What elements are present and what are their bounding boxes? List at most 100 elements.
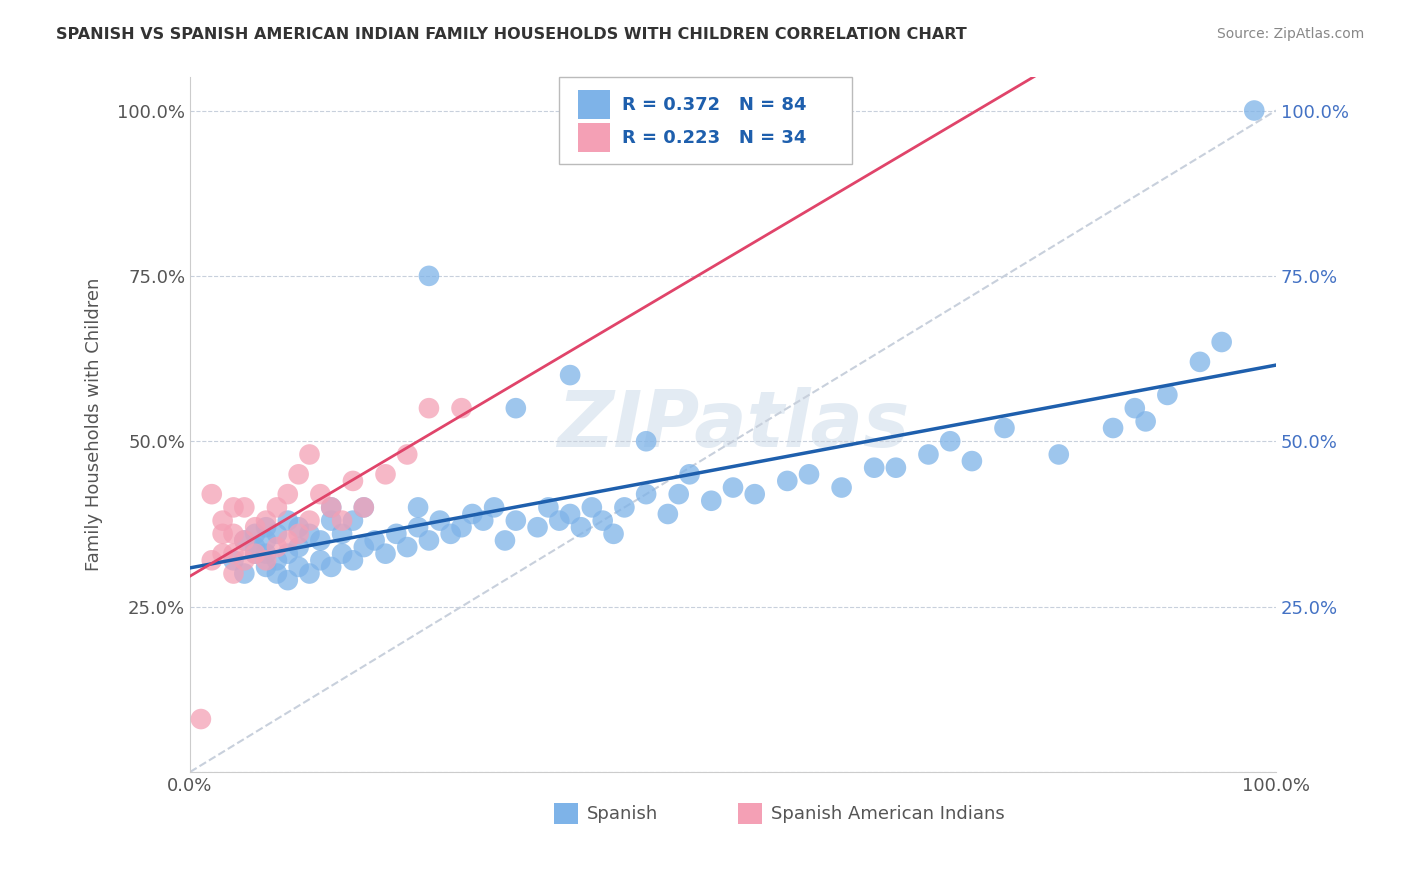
FancyBboxPatch shape: [554, 803, 578, 824]
Point: [374, 467, 396, 482]
Point: [254, 547, 277, 561]
Point: [233, 500, 256, 515]
Point: [321, 500, 343, 515]
Point: [558, 368, 581, 383]
Point: [287, 467, 309, 482]
Point: [548, 514, 571, 528]
Point: [537, 500, 560, 515]
Point: [1211, 334, 1233, 349]
Point: [396, 540, 419, 554]
Point: [277, 533, 299, 548]
Point: [254, 520, 277, 534]
Point: [211, 514, 233, 528]
Point: [374, 547, 396, 561]
Y-axis label: Family Households with Children: Family Households with Children: [86, 278, 103, 572]
Point: [190, 712, 212, 726]
Text: Source: ZipAtlas.com: Source: ZipAtlas.com: [1216, 27, 1364, 41]
Text: R = 0.223   N = 34: R = 0.223 N = 34: [623, 128, 807, 147]
Point: [797, 467, 820, 482]
Point: [211, 526, 233, 541]
Point: [277, 573, 299, 587]
Point: [254, 553, 277, 567]
Point: [287, 526, 309, 541]
Point: [558, 507, 581, 521]
Point: [657, 507, 679, 521]
Text: R = 0.372   N = 84: R = 0.372 N = 84: [623, 95, 807, 113]
FancyBboxPatch shape: [578, 90, 610, 120]
Point: [1102, 421, 1125, 435]
Point: [342, 474, 364, 488]
Point: [429, 514, 451, 528]
Point: [287, 560, 309, 574]
Point: [245, 547, 267, 561]
Point: [363, 533, 385, 548]
Point: [396, 447, 419, 461]
Point: [233, 566, 256, 581]
Point: [321, 514, 343, 528]
Point: [776, 474, 799, 488]
Point: [636, 434, 658, 449]
Point: [700, 493, 723, 508]
Point: [678, 467, 700, 482]
Point: [233, 553, 256, 567]
Point: [353, 540, 375, 554]
Point: [602, 526, 624, 541]
Point: [330, 526, 353, 541]
Point: [385, 526, 408, 541]
Point: [277, 487, 299, 501]
Point: [353, 500, 375, 515]
Point: [1156, 388, 1178, 402]
Point: [993, 421, 1015, 435]
Point: [254, 560, 277, 574]
Point: [1243, 103, 1265, 118]
Point: [233, 533, 256, 548]
Point: [418, 268, 440, 283]
Point: [298, 566, 321, 581]
Point: [309, 553, 332, 567]
Point: [636, 487, 658, 501]
Point: [222, 526, 245, 541]
Point: [222, 553, 245, 567]
Point: [245, 547, 267, 561]
Point: [277, 547, 299, 561]
Text: SPANISH VS SPANISH AMERICAN INDIAN FAMILY HOUSEHOLDS WITH CHILDREN CORRELATION C: SPANISH VS SPANISH AMERICAN INDIAN FAMIL…: [56, 27, 967, 42]
Point: [342, 514, 364, 528]
Point: [245, 540, 267, 554]
Point: [1188, 355, 1211, 369]
Point: [526, 520, 548, 534]
Point: [472, 514, 495, 528]
Point: [266, 566, 288, 581]
Point: [939, 434, 962, 449]
Point: [233, 533, 256, 548]
FancyBboxPatch shape: [578, 123, 610, 153]
Point: [298, 447, 321, 461]
Point: [309, 487, 332, 501]
Point: [1047, 447, 1070, 461]
Point: [569, 520, 592, 534]
Point: [330, 547, 353, 561]
Point: [406, 520, 429, 534]
Point: [222, 547, 245, 561]
Text: Spanish: Spanish: [586, 805, 658, 822]
Point: [277, 514, 299, 528]
Point: [287, 540, 309, 554]
Point: [245, 526, 267, 541]
FancyBboxPatch shape: [560, 78, 852, 164]
Point: [266, 540, 288, 554]
Point: [668, 487, 690, 501]
Text: Spanish American Indians: Spanish American Indians: [770, 805, 1005, 822]
Point: [744, 487, 766, 501]
Point: [201, 553, 224, 567]
Point: [581, 500, 603, 515]
Point: [482, 500, 505, 515]
Point: [298, 514, 321, 528]
Point: [884, 460, 907, 475]
Point: [592, 514, 614, 528]
Point: [353, 500, 375, 515]
Point: [266, 526, 288, 541]
Point: [960, 454, 983, 468]
Point: [863, 460, 886, 475]
Point: [298, 526, 321, 541]
FancyBboxPatch shape: [738, 803, 762, 824]
Point: [201, 487, 224, 501]
